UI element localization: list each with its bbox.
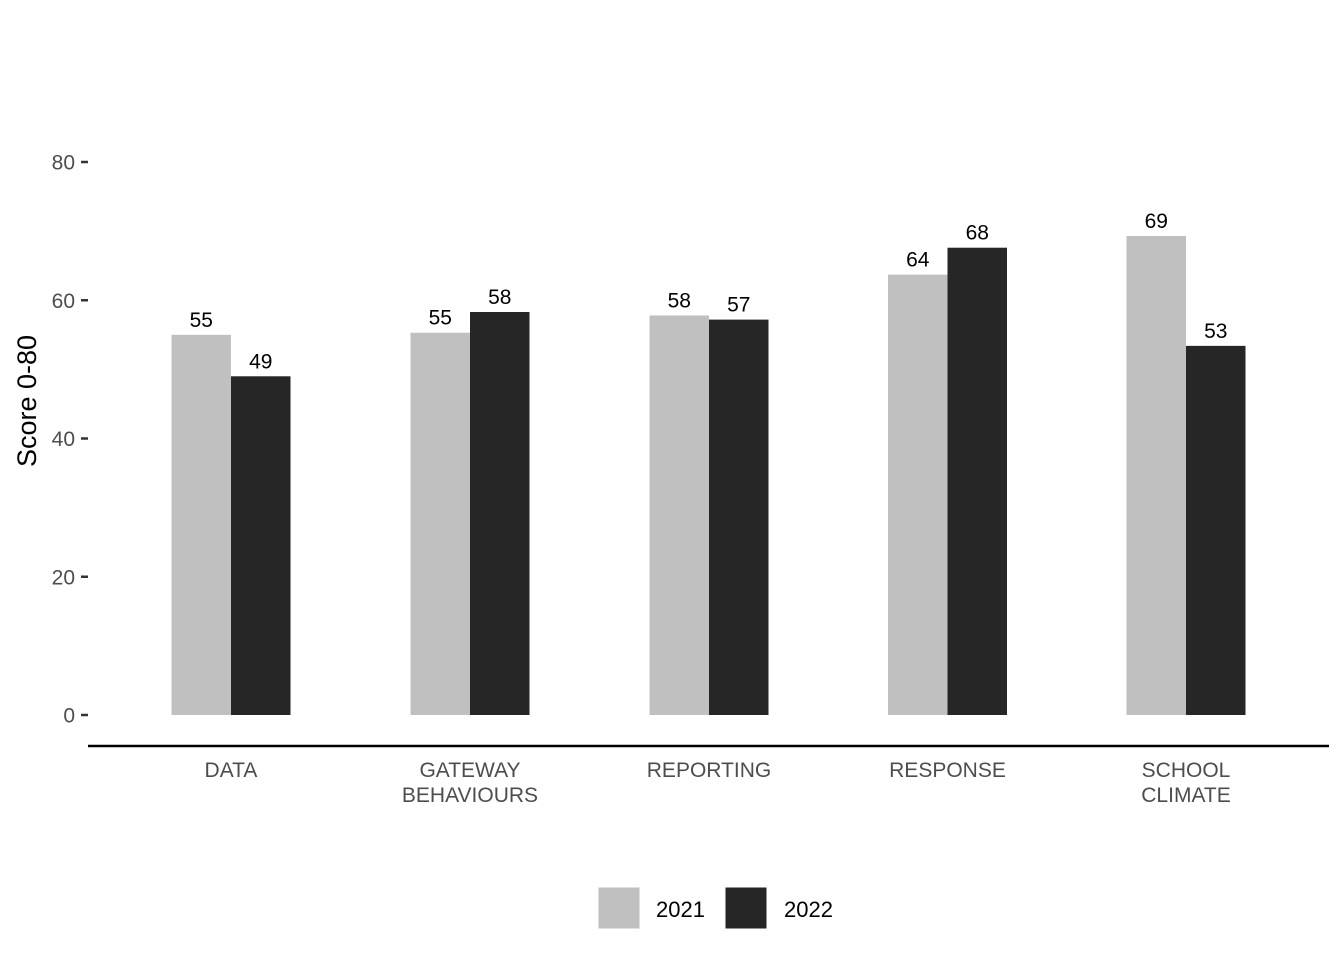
bar-value-label: 64 <box>906 249 930 272</box>
bar-value-label: 55 <box>190 309 213 332</box>
bar-value-label: 69 <box>1145 210 1168 233</box>
legend: 2021 2022 <box>597 886 833 930</box>
bar-value-label: 58 <box>488 286 511 309</box>
bar-2022-3 <box>947 247 1007 715</box>
y-axis: 0 20 40 60 80 <box>52 152 88 728</box>
bar-2022-2 <box>709 319 769 715</box>
bar-value-label: 68 <box>966 222 989 245</box>
bar-value-label: 58 <box>668 289 691 312</box>
y-axis-title: Score 0-80 <box>12 335 42 467</box>
y-tick-label: 80 <box>52 152 75 175</box>
bar-value-label: 57 <box>727 294 750 317</box>
bar-2022-1 <box>470 312 530 715</box>
bar-2022-0 <box>231 376 291 715</box>
bar-2021-4 <box>1126 235 1186 715</box>
bars <box>171 235 1246 715</box>
legend-swatch-2022 <box>724 886 768 930</box>
x-tick-label: BEHAVIOURS <box>402 784 538 807</box>
y-tick-label: 20 <box>52 566 75 589</box>
y-tick-label: 40 <box>52 428 75 451</box>
bar-value-labels: 55 55 58 64 69 49 58 57 68 53 <box>190 210 1228 373</box>
bar-2021-0 <box>171 334 231 715</box>
bar-2022-4 <box>1186 345 1246 715</box>
legend-label-2022: 2022 <box>784 897 833 922</box>
x-tick-label: REPORTING <box>647 759 771 782</box>
legend-label-2021: 2021 <box>656 897 705 922</box>
x-tick-label: CLIMATE <box>1141 784 1230 807</box>
x-tick-label: RESPONSE <box>889 759 1006 782</box>
y-tick-label: 60 <box>52 290 75 313</box>
bar-value-label: 49 <box>249 350 272 373</box>
x-tick-label: GATEWAY <box>419 759 520 782</box>
bar-2021-3 <box>888 274 948 715</box>
bar-value-label: 55 <box>429 307 452 330</box>
bar-2021-1 <box>410 332 470 715</box>
y-tick-label: 0 <box>63 705 75 728</box>
bar-value-label: 53 <box>1204 320 1227 343</box>
x-tick-label: DATA <box>205 759 258 782</box>
x-tick-label: SCHOOL <box>1142 759 1231 782</box>
bar-2021-2 <box>649 315 709 715</box>
legend-swatch-2021 <box>597 886 641 930</box>
